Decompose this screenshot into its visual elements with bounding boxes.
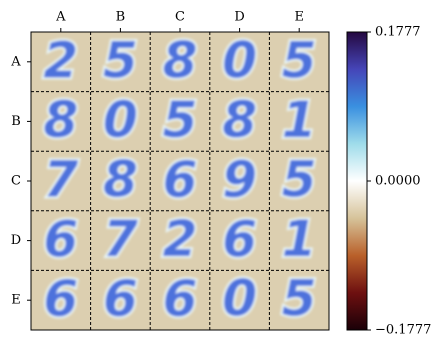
digit-image: 5 <box>282 151 317 209</box>
digit-image: 5 <box>282 31 317 89</box>
digit-image: 0 <box>103 91 138 149</box>
digit-image: 0 <box>222 270 257 328</box>
digit-image: 6 <box>103 270 138 328</box>
digit-image: 6 <box>43 270 78 328</box>
colorbar-tick-label: 0.0000 <box>375 174 421 189</box>
digit-image: 6 <box>222 210 257 268</box>
digit-image: 5 <box>163 91 198 149</box>
digit-image: 5 <box>103 31 138 89</box>
x-tick-label: A <box>55 10 66 25</box>
digit-image: 6 <box>43 210 78 268</box>
digit-image: 1 <box>282 91 317 149</box>
colorbar-tick-label: 0.1777 <box>375 25 421 40</box>
digit-image: 0 <box>222 31 257 89</box>
colorbar <box>346 31 368 331</box>
digit-image: 7 <box>43 151 78 209</box>
digit-image: 8 <box>222 91 257 149</box>
x-tick-label: C <box>175 10 185 25</box>
digit-image: 8 <box>163 31 198 89</box>
x-tick-label: B <box>116 10 126 25</box>
y-tick-label: A <box>10 54 21 69</box>
digit-image: 9 <box>222 151 257 209</box>
y-tick-label: C <box>11 174 21 189</box>
digit-image: 5 <box>282 270 317 328</box>
y-tick-label: B <box>11 114 21 129</box>
digit-image: 6 <box>163 270 198 328</box>
x-tick-label: D <box>234 10 244 25</box>
digit-image: 8 <box>43 91 78 149</box>
x-tick-label: E <box>294 10 304 25</box>
y-tick-label: E <box>11 293 21 308</box>
digit-image: 2 <box>163 210 198 268</box>
digit-image: 2 <box>43 31 78 89</box>
digit-image: 7 <box>103 210 138 268</box>
plot-background <box>31 32 329 330</box>
digit-image: 8 <box>103 151 138 209</box>
digit-image: 6 <box>163 151 198 209</box>
colorbar-tick-label: −0.1777 <box>375 323 431 338</box>
y-tick-label: D <box>11 233 21 248</box>
digit-image: 1 <box>282 210 317 268</box>
